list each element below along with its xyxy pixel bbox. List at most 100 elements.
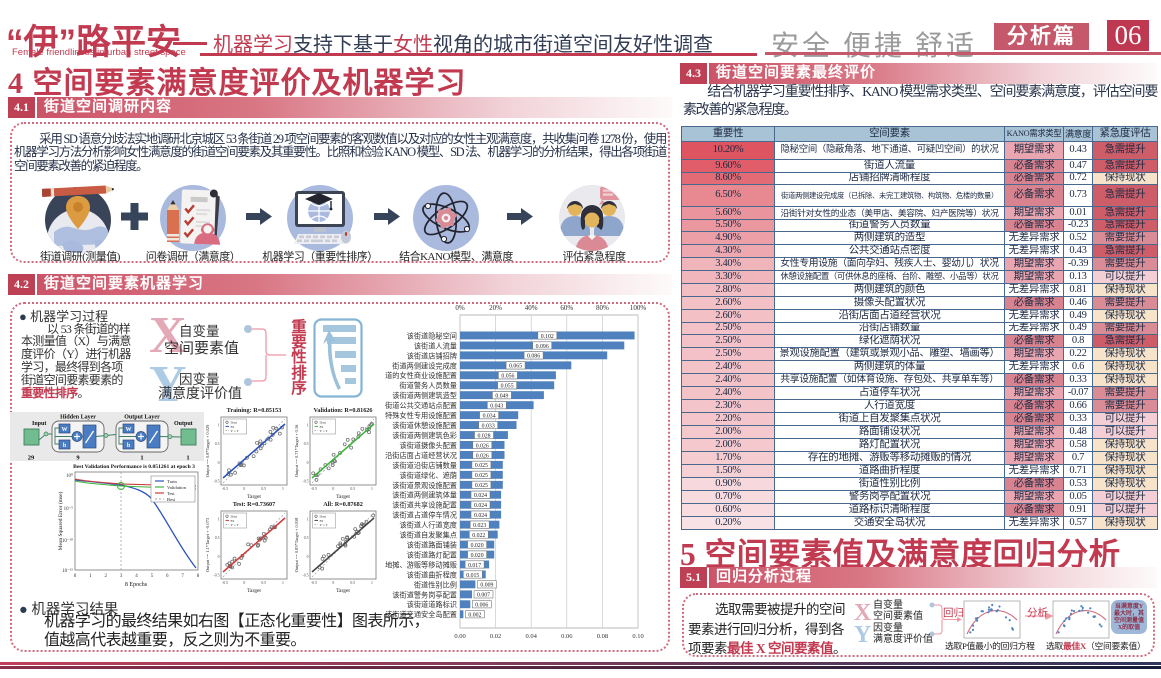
svg-text:该街道店铺招牌: 该街道店铺招牌 (407, 351, 457, 360)
svg-text:Fit: Fit (231, 425, 235, 429)
svg-text:Data: Data (320, 515, 327, 519)
svg-text:该街道自发聚集点: 该街道自发聚集点 (399, 531, 457, 540)
svg-text:0.009: 0.009 (480, 583, 493, 589)
svg-text:0: 0 (332, 487, 334, 491)
svg-text:10⁻⁵: 10⁻⁵ (64, 506, 74, 512)
svg-text:该街道交通安全岛配置: 该街道交通安全岛配置 (385, 610, 457, 619)
svg-text:0.007: 0.007 (477, 593, 490, 599)
svg-text:0.08: 0.08 (597, 633, 608, 640)
svg-text:Output ~= 0.71*Target + 0.16: Output ~= 0.71*Target + 0.16 (294, 424, 299, 477)
svg-text:街道警务人员数量: 街道警务人员数量 (399, 381, 457, 390)
svg-text:0.5: 0.5 (215, 442, 220, 446)
svg-text:0: 0 (307, 555, 309, 559)
svg-text:Y = T: Y = T (231, 429, 240, 433)
svg-text:Best Validation Performance is: Best Validation Performance is 0.051261 … (73, 464, 195, 470)
svg-text:0.5: 0.5 (350, 487, 355, 491)
svg-text:该街道休憩设施配置: 该街道休憩设施配置 (392, 421, 457, 430)
svg-text:沿街店面占道经营状况: 沿街店面占道经营状况 (385, 451, 457, 460)
svg-text:1: 1 (186, 455, 189, 462)
svg-text:0: 0 (307, 461, 309, 465)
svg-text:All: R=0.87682: All: R=0.87682 (323, 501, 363, 508)
svg-text:0.026: 0.026 (476, 443, 489, 449)
svg-text:Mean Squared Error (mse): Mean Squared Error (mse) (57, 491, 64, 550)
svg-text:Target: Target (336, 494, 350, 500)
svg-text:X的取值: X的取值 (1118, 623, 1140, 631)
svg-text:0.025: 0.025 (475, 463, 488, 469)
svg-text:0: 0 (218, 461, 220, 465)
svg-text:1: 1 (371, 487, 373, 491)
svg-text:1: 1 (140, 455, 143, 462)
svg-text:Y = T: Y = T (320, 523, 329, 527)
svg-text:2: 2 (105, 574, 108, 579)
svg-text:街道性别比例: 街道性别比例 (414, 580, 457, 589)
svg-text:-0.5: -0.5 (311, 581, 317, 585)
svg-text:街道特殊女性专用设施配置: 街道特殊女性专用设施配置 (385, 411, 457, 420)
svg-text:0.026: 0.026 (476, 453, 489, 459)
svg-text:该街道共享设施配置: 该街道共享设施配置 (392, 501, 457, 510)
svg-text:0: 0 (243, 581, 245, 585)
svg-text:W: W (126, 427, 132, 433)
svg-text:0.02: 0.02 (490, 633, 501, 640)
svg-text:0.049: 0.049 (495, 394, 508, 400)
svg-text:Output ~= 0.83*Target + 0.058: Output ~= 0.83*Target + 0.058 (294, 517, 299, 573)
svg-text:0: 0 (332, 581, 334, 585)
svg-text:该街道警务岗亭配置: 该街道警务岗亭配置 (392, 590, 457, 599)
svg-text:1: 1 (371, 581, 373, 585)
svg-text:3: 3 (120, 574, 123, 579)
svg-text:5: 5 (151, 574, 154, 579)
svg-text:0.5: 0.5 (261, 581, 266, 585)
svg-text:b: b (127, 443, 131, 449)
svg-text:Test: R=0.73607: Test: R=0.73607 (233, 501, 275, 508)
svg-text:b: b (63, 443, 67, 449)
svg-text:Data: Data (320, 421, 327, 425)
svg-text:1: 1 (282, 581, 284, 585)
svg-text:0.033: 0.033 (482, 423, 495, 429)
svg-text:Test: Test (167, 491, 175, 496)
svg-text:20%: 20% (489, 304, 502, 312)
svg-text:0.017: 0.017 (468, 563, 481, 569)
svg-text:存在地摊、游贩等移动摊贩: 存在地摊、游贩等移动摊贩 (385, 560, 457, 569)
svg-text:0.028: 0.028 (477, 433, 490, 439)
svg-text:0.056: 0.056 (501, 374, 514, 380)
svg-text:0.043: 0.043 (490, 404, 503, 410)
svg-text:0.023: 0.023 (473, 523, 486, 529)
svg-text:该街道路灯配置: 该街道路灯配置 (407, 551, 457, 560)
svg-text:该街道曲折程度: 该街道曲折程度 (407, 570, 457, 579)
svg-text:0.002: 0.002 (468, 613, 481, 619)
svg-text:当满意度Y: 当满意度Y (1115, 602, 1144, 610)
svg-text:空间测量值: 空间测量值 (1114, 616, 1144, 624)
svg-text:0.102: 0.102 (541, 334, 554, 340)
svg-text:Target: Target (336, 588, 350, 594)
svg-text:0.5: 0.5 (304, 536, 309, 540)
svg-text:Data: Data (231, 515, 238, 519)
svg-text:-0.5: -0.5 (311, 487, 317, 491)
svg-text:该街道路面铺装: 该街道路面铺装 (407, 541, 457, 550)
svg-text:最大时，其: 最大时，其 (1114, 609, 1144, 617)
svg-text:-0.5: -0.5 (222, 487, 228, 491)
svg-text:0.055: 0.055 (501, 384, 514, 390)
svg-text:0.020: 0.020 (471, 543, 484, 549)
svg-text:0.065: 0.065 (509, 364, 522, 370)
svg-text:Y = T: Y = T (320, 429, 329, 433)
svg-text:Target: Target (247, 588, 261, 594)
svg-text:该街道两侧建筑体量: 该街道两侧建筑体量 (392, 491, 457, 500)
svg-text:1: 1 (307, 518, 309, 522)
svg-text:Train: Train (167, 479, 177, 484)
svg-text:该街道景观设施配置: 该街道景观设施配置 (392, 481, 457, 490)
svg-text:6: 6 (166, 574, 169, 579)
svg-text:Output Layer: Output Layer (124, 415, 160, 421)
svg-text:Data: Data (231, 421, 238, 425)
svg-text:Validation: R=0.81626: Validation: R=0.81626 (314, 407, 373, 414)
svg-text:0.086: 0.086 (527, 354, 540, 360)
svg-text:0.034: 0.034 (483, 414, 496, 420)
svg-text:-0.5: -0.5 (222, 581, 228, 585)
svg-text:Training: R=0.85153: Training: R=0.85153 (227, 407, 282, 414)
svg-text:0.022: 0.022 (472, 533, 485, 539)
svg-text:0.04: 0.04 (526, 633, 538, 640)
svg-text:0.096: 0.096 (536, 344, 549, 350)
svg-text:Input: Input (32, 421, 46, 427)
svg-text:0.5: 0.5 (304, 442, 309, 446)
svg-text:该街道人行道宽度: 该街道人行道宽度 (399, 521, 457, 530)
svg-text:Output ~= 1.1*Target + -0.073: Output ~= 1.1*Target + -0.073 (205, 517, 210, 572)
svg-text:Output: Output (174, 421, 193, 427)
